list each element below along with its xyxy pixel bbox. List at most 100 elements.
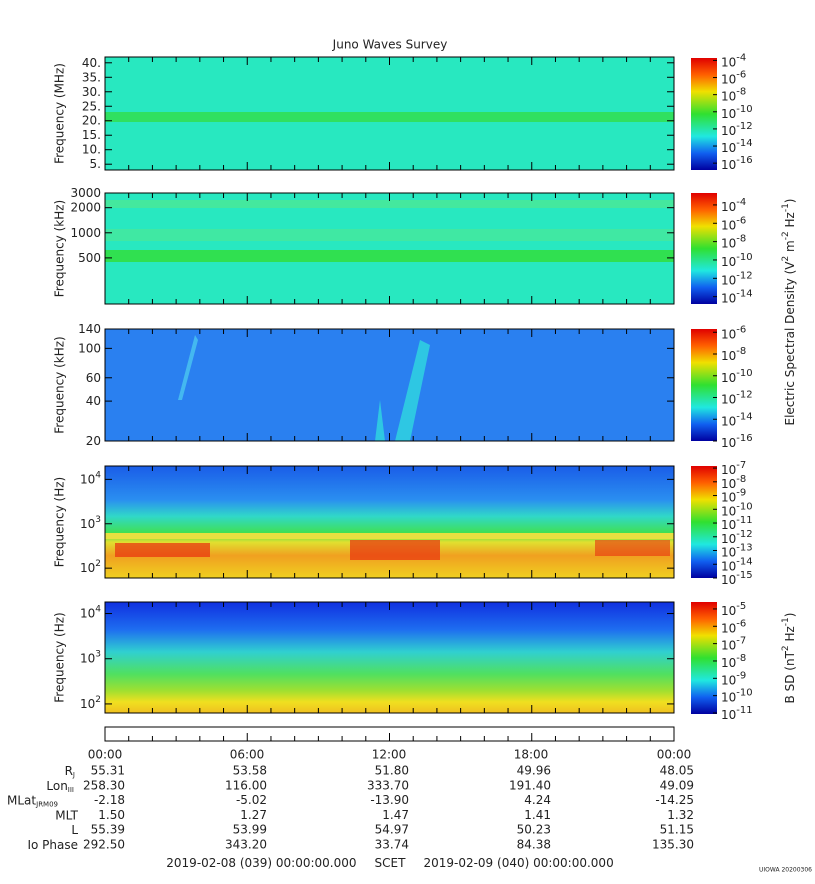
cbar-tick-exp: -10 xyxy=(736,688,752,699)
cbar-tick-label: 10-12 xyxy=(721,270,753,287)
cbar-tick-exp: -8 xyxy=(736,346,746,357)
y-tick-label: 1000 xyxy=(70,225,101,239)
cbar-tick-base: 10 xyxy=(721,504,736,518)
row-label-text: Io Phase xyxy=(27,838,78,852)
cbar-tick-exp: -8 xyxy=(736,474,746,485)
y-tick-sup: 2 xyxy=(95,559,101,569)
cbar-tick-label: 10-11 xyxy=(721,515,753,532)
cbar-tick-base: 10 xyxy=(721,603,736,617)
cbar-label-sup: -1 xyxy=(781,617,791,626)
cbar-tick-label: 10-6 xyxy=(721,215,746,232)
cbar-tick-base: 10 xyxy=(721,638,736,652)
ephemeris-value: 53.99 xyxy=(233,823,267,837)
time-label: 00:00 xyxy=(88,748,123,762)
ephemeris-value: 84.38 xyxy=(517,838,551,852)
y-tick-label: 2000 xyxy=(70,200,101,214)
ephemeris-value: 51.15 xyxy=(660,823,694,837)
cbar-tick-exp: -10 xyxy=(736,104,752,115)
cbar-tick-label: 10-14 xyxy=(721,556,753,573)
time-label: 18:00 xyxy=(514,748,549,762)
cbar-tick-base: 10 xyxy=(721,141,736,155)
cbar-tick-exp: -9 xyxy=(736,488,746,499)
ephemeris-value: 191.40 xyxy=(509,778,551,792)
cbar-tick-label: 10-10 xyxy=(721,252,753,269)
cbar-tick-label: 10-7 xyxy=(721,636,746,653)
cbar-tick-base: 10 xyxy=(721,370,736,384)
cbar-tick-label: 10-8 xyxy=(721,346,746,363)
y-tick-label: 3000 xyxy=(70,186,101,200)
cbar-tick-base: 10 xyxy=(721,199,736,213)
y-tick-label: 104 xyxy=(80,470,101,486)
cbar-tick-exp: -7 xyxy=(736,460,746,471)
cbar-tick-exp: -14 xyxy=(736,138,752,149)
cbar-tick-exp: -6 xyxy=(736,70,746,81)
cbar-tick-exp: -14 xyxy=(736,411,752,422)
ephemeris-value: 333.70 xyxy=(367,778,409,792)
y-tick-label: 20 xyxy=(86,434,101,448)
ephemeris-value: 55.31 xyxy=(91,764,125,778)
cbar-tick-exp: -6 xyxy=(736,324,746,335)
cbar-tick-label: 10-9 xyxy=(721,670,746,687)
y-tick-label: 10 xyxy=(80,561,95,575)
spectrogram xyxy=(105,57,674,713)
y-tick-label: 140 xyxy=(78,322,101,336)
cbar-tick-base: 10 xyxy=(721,254,736,268)
y-tick-sup: 4 xyxy=(95,604,101,614)
cbar-tick-exp: -12 xyxy=(736,121,752,132)
y-tick-label: 103 xyxy=(80,649,101,665)
cbar-tick-exp: -10 xyxy=(736,501,752,512)
row-label-text: Lon xyxy=(46,778,67,792)
ephemeris-value: 1.50 xyxy=(98,808,125,822)
cbar-label-text: Hz xyxy=(783,626,797,645)
cbar-tick-exp: -10 xyxy=(736,368,752,379)
ephemeris-value: 343.20 xyxy=(225,838,267,852)
cbar-tick-exp: -10 xyxy=(736,252,752,263)
y-tick-label: 20. xyxy=(82,113,101,127)
cbar-tick-base: 10 xyxy=(721,236,736,250)
cbar-tick-label: 10-8 xyxy=(721,234,746,251)
y-tick-label: 60 xyxy=(86,370,101,384)
cbar-tick-base: 10 xyxy=(721,621,736,635)
cbar-label-text: Electric Spectral Density (V xyxy=(783,261,797,426)
y-tick-label: 10. xyxy=(82,142,101,156)
cbar-tick-base: 10 xyxy=(721,545,736,559)
row-label: LonIII xyxy=(46,778,74,794)
cbar-tick-label: 10-14 xyxy=(721,289,753,306)
cbar-tick-exp: -12 xyxy=(736,529,752,540)
y-tick-label: 2000 xyxy=(70,200,101,214)
y-tick-label: 103 xyxy=(80,514,101,530)
cbar-tick-exp: -7 xyxy=(736,636,746,647)
y-tick-sup: 4 xyxy=(95,470,101,480)
cbar-tick-label: 10-4 xyxy=(721,197,746,214)
cbar-tick-exp: -14 xyxy=(736,556,752,567)
y-tick-label: 25. xyxy=(82,99,101,113)
cbar-tick-label: 10-16 xyxy=(721,155,753,172)
y-tick-label: 10 xyxy=(80,606,95,620)
y-tick-label: 15. xyxy=(82,128,101,142)
cbar-tick-label: 10-12 xyxy=(721,390,753,407)
cbar-tick-base: 10 xyxy=(721,55,736,69)
row-label-text: MLat xyxy=(7,793,36,807)
cbar-label-sup: -1 xyxy=(781,203,791,212)
colorbars xyxy=(691,58,717,714)
cbar-label: B SD (nT2 Hz-1) xyxy=(781,613,797,704)
y-tick-sup: 2 xyxy=(95,694,101,704)
ephemeris-value: 258.30 xyxy=(83,778,125,792)
y-axis-label: Frequency (kHz) xyxy=(53,200,67,297)
ephemeris-value: 55.39 xyxy=(91,823,125,837)
ephemeris-value: -5.02 xyxy=(236,793,267,807)
cbar-tick-exp: -4 xyxy=(736,197,746,208)
y-tick-label: 102 xyxy=(80,559,101,575)
y-axis-label: Frequency (Hz) xyxy=(53,612,67,703)
ephemeris-value: 4.24 xyxy=(524,793,551,807)
cbar-tick-exp: -6 xyxy=(736,618,746,629)
cbar-tick-label: 10-15 xyxy=(721,570,753,587)
cbar-tick-base: 10 xyxy=(721,673,736,687)
y-tick-sup: 3 xyxy=(95,514,101,524)
time-label: 12:00 xyxy=(372,748,407,762)
cbar-tick-exp: -16 xyxy=(736,155,752,166)
cbar-tick-exp: -11 xyxy=(736,705,752,716)
footer: 2019-02-08 (039) 00:00:00.000 SCET 2019-02… xyxy=(166,856,613,870)
cbar-tick-base: 10 xyxy=(721,392,736,406)
y-tick-label: 35. xyxy=(82,70,101,84)
